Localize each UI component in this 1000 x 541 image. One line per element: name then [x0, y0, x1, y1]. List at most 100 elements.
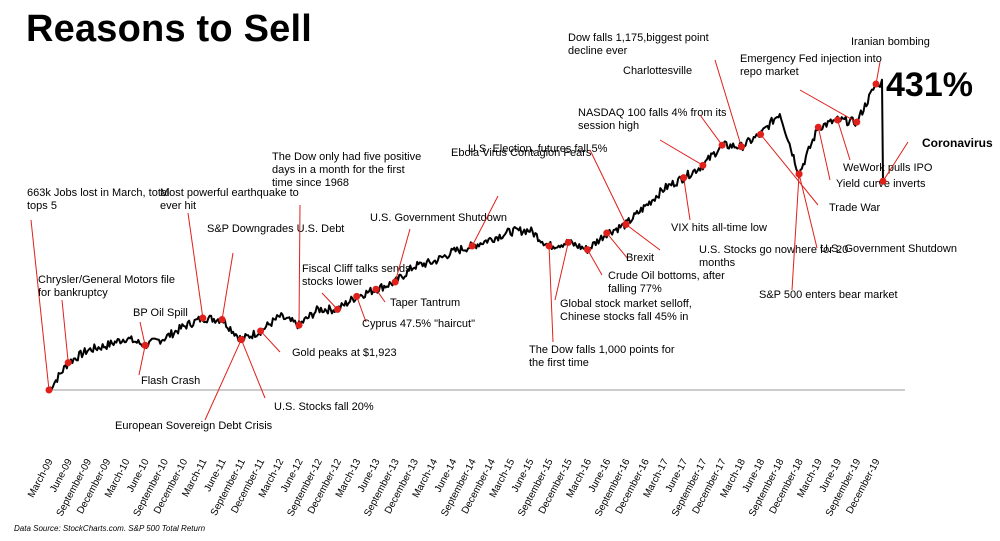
- event-label: U.S. Government Shutdown: [370, 212, 507, 224]
- event-leader-line: [321, 292, 338, 310]
- event-marker: [257, 327, 265, 335]
- event-leader-line: [799, 89, 858, 123]
- event-marker: [391, 278, 399, 286]
- event-leader-line: [817, 127, 831, 181]
- event-marker: [353, 292, 361, 300]
- event-marker: [622, 220, 630, 228]
- event-marker: [853, 118, 861, 126]
- event-label: Flash Crash: [141, 375, 200, 387]
- event-marker: [872, 80, 880, 88]
- event-leader-line: [837, 119, 851, 161]
- event-leader-line: [589, 149, 627, 225]
- event-label: Cyprus 47.5% "haircut": [362, 318, 475, 330]
- series-line: [48, 78, 884, 391]
- event-marker: [795, 170, 803, 178]
- x-tick-label: March-09: [26, 457, 56, 500]
- event-label: Charlottesville: [623, 65, 692, 77]
- event-label: Emergency Fed injection into repo market: [740, 53, 882, 78]
- event-marker: [295, 321, 303, 329]
- event-leader-line: [798, 173, 818, 249]
- event-label: Global stock market selloff, Chinese stoc…: [560, 298, 692, 323]
- event-marker: [680, 174, 688, 182]
- event-label: U.S. Election, futures fall 5%: [468, 143, 608, 155]
- event-label: Chrysler/General Motors file for bankrupt…: [38, 274, 175, 299]
- event-leader-line: [606, 232, 629, 260]
- event-leader-line: [714, 59, 742, 147]
- event-label: Brexit: [626, 252, 654, 264]
- event-marker: [814, 123, 822, 131]
- event-marker: [545, 242, 553, 250]
- event-label: U.S. Stocks go nowhere for 20 months: [699, 244, 848, 269]
- event-marker: [737, 143, 745, 151]
- event-leader-line: [625, 224, 661, 251]
- event-leader-line: [187, 212, 204, 319]
- event-label: Gold peaks at $1,923: [292, 347, 397, 359]
- event-label: Most powerful earthquake to ever hit: [160, 187, 299, 212]
- event-label: Iranian bombing: [851, 36, 930, 48]
- event-leader-line: [554, 242, 569, 301]
- event-marker: [834, 116, 842, 124]
- event-label: The Dow falls 1,000 points for the first …: [529, 344, 675, 369]
- event-marker: [199, 314, 207, 322]
- event-leader-line: [240, 339, 266, 399]
- event-label: U.S. Government Shutdown: [820, 243, 957, 255]
- event-leader-line: [791, 173, 800, 291]
- event-label: Dow falls 1,175,biggest point decline eve…: [568, 32, 709, 57]
- event-leader-line: [204, 339, 242, 421]
- event-marker: [699, 161, 707, 169]
- event-label: Trade War: [829, 202, 880, 214]
- event-leader-line: [30, 219, 50, 391]
- event-leader-line: [356, 296, 367, 323]
- event-leader-line: [298, 204, 301, 326]
- event-leader-line: [221, 252, 234, 320]
- event-marker: [584, 246, 592, 254]
- event-marker: [468, 242, 476, 250]
- event-marker: [718, 141, 726, 149]
- event-marker: [333, 305, 341, 313]
- event-leader-line: [61, 299, 69, 363]
- event-label: NASDAQ 100 falls 4% from its session high: [578, 107, 727, 132]
- event-marker: [603, 229, 611, 237]
- event-marker: [45, 386, 53, 394]
- event-label: European Sovereign Debt Crisis: [115, 420, 273, 432]
- event-leader-line: [139, 321, 146, 346]
- event-leader-line: [760, 134, 819, 206]
- event-leader-line: [548, 245, 554, 343]
- event-label: BP Oil Spill: [133, 307, 188, 319]
- event-leader-line: [471, 195, 499, 247]
- event-label: The Dow only had five positive days in a …: [272, 151, 421, 189]
- event-leader-line: [875, 61, 881, 85]
- event-label: Taper Tantrum: [390, 297, 460, 309]
- event-label: U.S. Stocks fall 20%: [274, 401, 374, 413]
- event-label: Ebola Virus Contagion Fears: [451, 147, 592, 159]
- event-leader-line: [587, 249, 603, 276]
- event-label: S&P Downgrades U.S. Debt: [207, 223, 344, 235]
- event-leader-line: [683, 177, 691, 221]
- event-marker: [141, 341, 149, 349]
- event-marker: [64, 359, 72, 367]
- event-label: Coronavirus: [922, 136, 993, 150]
- chart-title: Reasons to Sell: [26, 8, 312, 50]
- event-marker: [564, 238, 572, 246]
- event-leader-line: [699, 114, 723, 146]
- event-label: 663k Jobs lost in March, total tops 5: [27, 187, 169, 212]
- total-return-label: 431%: [886, 66, 973, 104]
- event-leader-line: [394, 228, 411, 283]
- event-marker: [218, 315, 226, 323]
- event-marker: [237, 336, 245, 344]
- event-label: VIX hits all-time low: [671, 222, 767, 234]
- event-leader-line: [138, 345, 146, 376]
- event-leader-line: [260, 330, 281, 353]
- event-label: WeWork pulls IPO: [843, 162, 933, 174]
- event-marker: [372, 285, 380, 293]
- event-marker: [757, 130, 765, 138]
- event-leader-line: [659, 139, 704, 166]
- event-label: Crude Oil bottoms, after falling 77%: [608, 270, 725, 295]
- source-note: Data Source: StockCharts.com. S&P 500 To…: [14, 524, 206, 533]
- event-marker: [879, 177, 887, 185]
- event-label: Fiscal Cliff talks sends stocks lower: [302, 263, 411, 288]
- event-leader-line: [882, 141, 909, 182]
- event-label: S&P 500 enters bear market: [759, 289, 898, 301]
